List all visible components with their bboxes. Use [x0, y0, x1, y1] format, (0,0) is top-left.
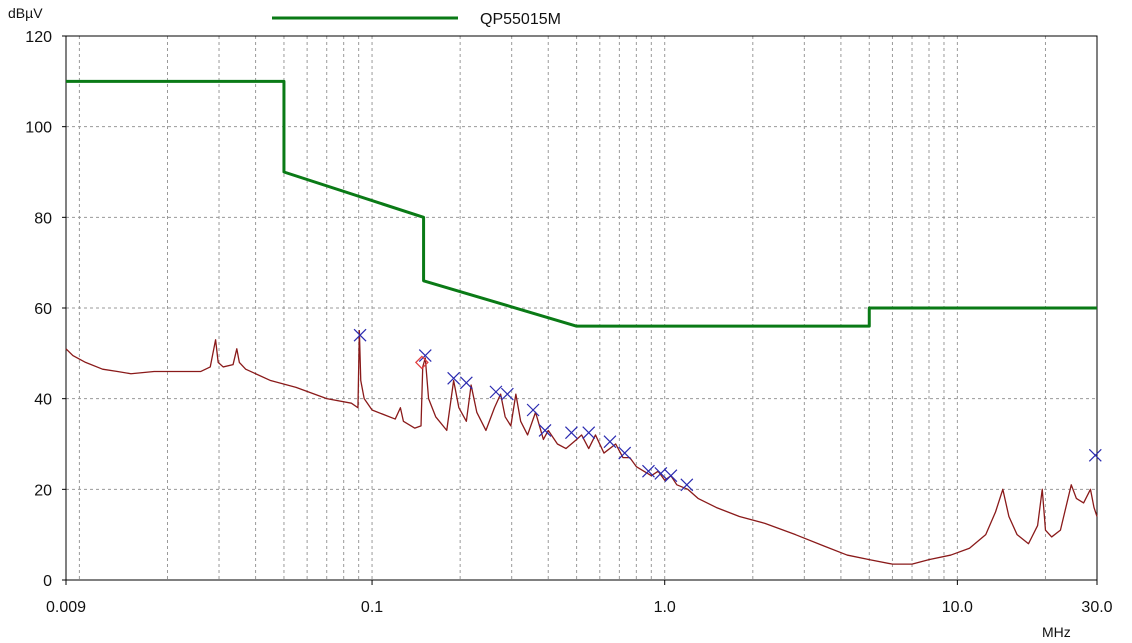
- peak-marker-stroke: [526, 403, 540, 417]
- x-tick-label: 0.1: [361, 599, 383, 616]
- legend-label-limit: QP55015M: [480, 11, 561, 28]
- peak-marker: [526, 403, 540, 417]
- limit-line-series: [66, 79, 1097, 328]
- peak-marker-stroke: [418, 349, 432, 363]
- x-axis-ticks: 0.009 0.1 1.0 10.0 30.0: [46, 580, 1113, 616]
- peak-marker: [459, 376, 473, 390]
- peak-marker-stroke: [603, 435, 617, 449]
- peak-marker-stroke: [500, 387, 514, 401]
- y-tick-label: 40: [34, 392, 52, 409]
- peak-marker: [500, 387, 514, 401]
- y-axis-ticks: 0 20 40 60 80 100 120: [25, 29, 66, 590]
- y-tick-label: 20: [34, 482, 52, 499]
- peak-marker-stroke: [564, 426, 578, 440]
- y-tick-label: 80: [34, 210, 52, 227]
- peak-marker-stroke: [680, 478, 694, 492]
- peak-marker: [489, 385, 503, 399]
- marker-layer: [353, 328, 1102, 492]
- y-axis-unit-label: dBµV: [8, 5, 43, 21]
- diamond-marker: [414, 355, 429, 370]
- peak-marker-stroke: [538, 423, 552, 437]
- peak-marker: [680, 478, 694, 492]
- series-layer: [65, 79, 1098, 565]
- x-tick-label: 1.0: [654, 599, 676, 616]
- peak-marker-stroke: [1088, 448, 1102, 462]
- peak-marker: [538, 423, 552, 437]
- peak-marker: [1088, 448, 1102, 462]
- measurement-trace-series: [65, 330, 1098, 565]
- peak-marker-stroke: [489, 385, 503, 399]
- peak-marker: [418, 349, 432, 363]
- peak-marker: [353, 328, 367, 342]
- legend: QP55015M: [272, 11, 561, 28]
- peak-marker: [564, 426, 578, 440]
- peak-marker: [654, 467, 668, 480]
- peak-marker: [642, 464, 655, 478]
- peak-marker-stroke: [618, 446, 632, 460]
- peak-marker-stroke: [447, 371, 461, 385]
- x-tick-label: 0.009: [46, 599, 86, 616]
- peak-marker-stroke: [459, 376, 473, 390]
- peak-marker: [603, 435, 617, 449]
- x-tick-label: 10.0: [942, 599, 973, 616]
- peak-marker: [582, 426, 596, 440]
- x-tick-label: 30.0: [1081, 599, 1112, 616]
- peak-marker-stroke: [664, 469, 678, 483]
- peak-marker-stroke: [642, 464, 655, 478]
- peak-marker: [664, 469, 678, 483]
- peak-marker-stroke: [353, 328, 367, 342]
- y-tick-label: 60: [34, 301, 52, 318]
- y-tick-label: 0: [43, 573, 52, 590]
- peak-marker-stroke: [582, 426, 596, 440]
- y-tick-label: 100: [25, 120, 52, 137]
- peak-marker-stroke: [654, 467, 668, 480]
- y-tick-label: 120: [25, 29, 52, 46]
- x-axis-unit-label: MHz: [1042, 624, 1071, 640]
- peak-marker: [447, 371, 461, 385]
- peak-marker: [618, 446, 632, 460]
